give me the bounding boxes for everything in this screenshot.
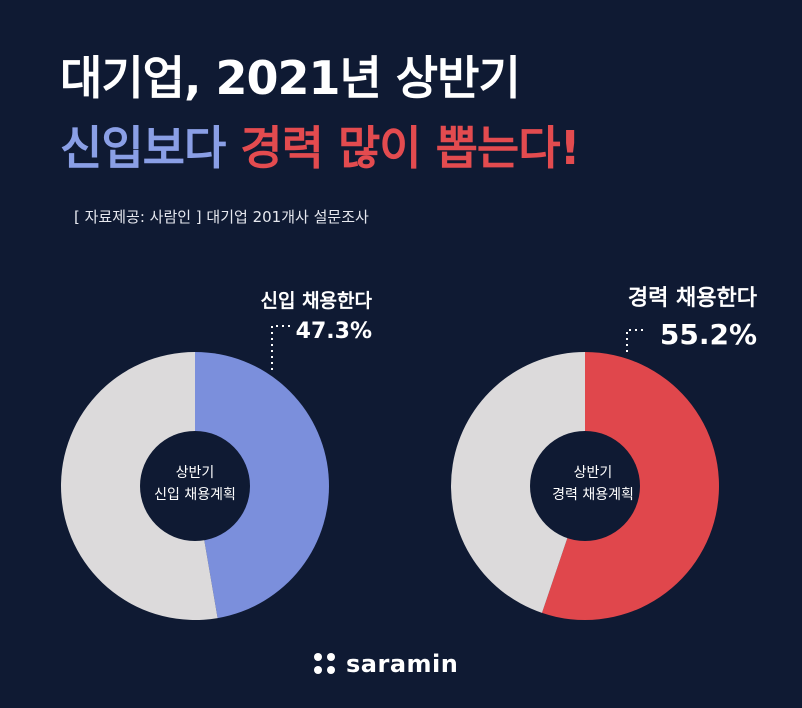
title-line-2: 신입보다 경력 많이 뽑는다! [60,112,581,178]
slice-remainder [450,352,585,613]
donut-hole [530,431,640,541]
saramin-logo: saramin [314,650,458,678]
center-label-line: 상반기 [573,465,613,481]
slice-value: 55.2% [659,318,757,351]
slice-label-newcomer: 신입 채용한다 47.3% [261,286,373,344]
title-highlight-experienced: 경력 많이 뽑는다! [240,121,580,175]
slice-remainder [61,352,218,620]
leader-lines [271,325,645,370]
leader-line-newcomer [271,325,290,370]
donut-chart-newcomer [61,352,330,620]
center-label-line: 경력 채용계획 [552,487,634,503]
slice-value: 47.3% [295,319,372,344]
donut-hole [140,431,250,541]
donut-center-label-newcomer: 상반기 신입 채용계획 [140,462,250,506]
center-label-line: 상반기 [175,465,215,481]
logo-text: saramin [346,650,459,678]
title-line-1: 대기업, 2021년 상반기 [60,51,521,105]
title-highlight-newcomer: 신입보다 [60,121,226,175]
leader-line-experienced [626,329,645,352]
donut-center-label-experienced: 상반기 경력 채용계획 [528,462,658,506]
slice-newcomer [195,352,330,619]
center-label-line: 신입 채용계획 [154,487,236,503]
donut-chart-experienced [450,352,719,620]
slice-label-text: 경력 채용한다 [627,286,757,311]
slice-label-experienced: 경력 채용한다 55.2% [628,280,757,351]
source-note: [ 자료제공: 사람인 ] 대기업 201개사 설문조사 [74,208,369,226]
four-dots-icon [314,653,336,675]
slice-label-text: 신입 채용한다 [260,290,373,312]
